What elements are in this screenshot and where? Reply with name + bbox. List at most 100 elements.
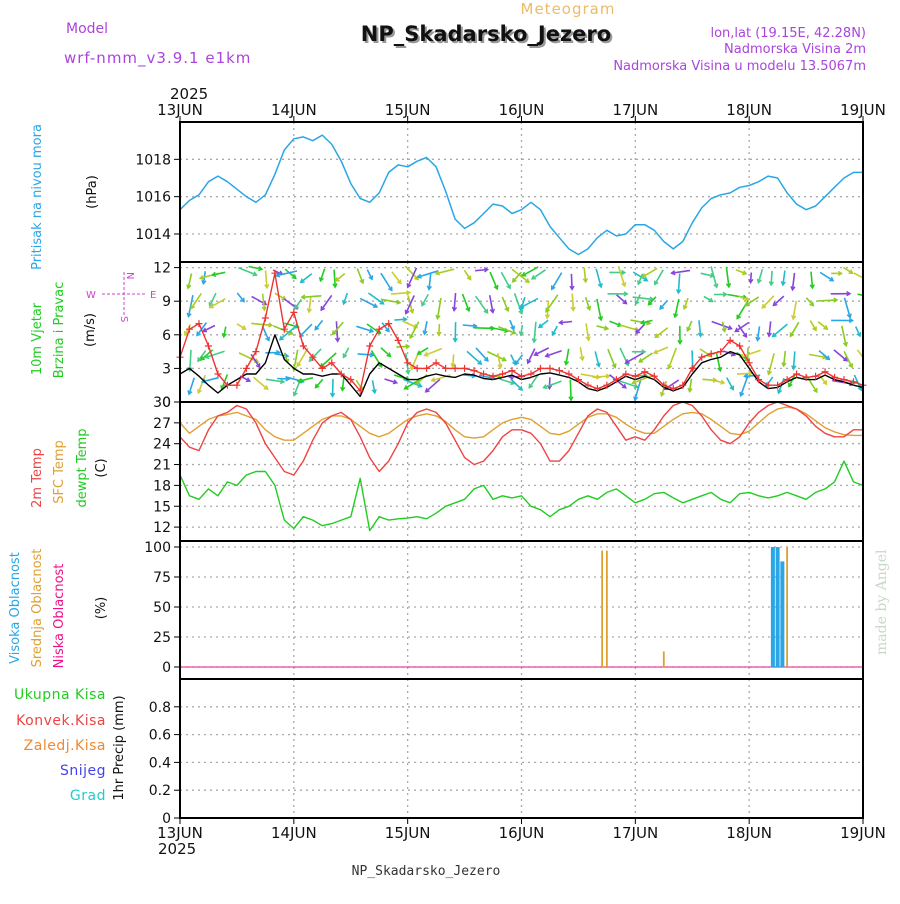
y-tick-label: 27	[153, 416, 171, 432]
wind-vector	[336, 321, 337, 341]
wind-vector	[712, 322, 732, 329]
x-date-label-top: 16JUN	[499, 101, 545, 119]
y-tick-label: 100	[144, 540, 171, 556]
wind-gust-point	[594, 385, 601, 392]
wind-vector	[608, 349, 615, 367]
cloud-unit-label: (%)	[94, 597, 109, 620]
wind-vector	[544, 381, 562, 388]
x-date-label-bottom: 15JUN	[385, 824, 431, 842]
wind-vector	[190, 350, 191, 371]
wind-vector	[857, 350, 866, 362]
precip-ylabel: 1hr Precip (mm)	[112, 695, 127, 800]
temp-unit-label: (C)	[94, 458, 109, 477]
wind-vector	[238, 268, 256, 275]
y-tick-label: 0.6	[149, 728, 171, 744]
y-tick-label: 50	[153, 600, 171, 616]
x-date-label-bottom: 14JUN	[271, 824, 317, 842]
wind-vector	[571, 274, 572, 290]
wind-vector	[175, 352, 178, 368]
precip-legend-item: Ukupna Kisa	[14, 687, 106, 703]
wind-gust-point	[509, 367, 516, 374]
cloud-high-bar	[771, 547, 775, 667]
y-tick-label: 6	[162, 328, 171, 344]
cloud-high-ylabel: Visoka Oblacnost	[8, 552, 23, 664]
wind-vector	[463, 294, 470, 311]
wind-vector	[300, 324, 312, 336]
pressure-panel-frame	[180, 122, 863, 262]
wind-vector	[741, 376, 748, 396]
wind-gust-point	[243, 365, 250, 372]
wind-gust-point	[784, 376, 791, 383]
y-tick-label: 21	[153, 458, 171, 474]
station-title: NP_Skadarsko_Jezero	[361, 22, 611, 46]
cloud-high-bar	[780, 561, 784, 667]
credit-text: made by Angel	[874, 549, 890, 655]
wind-gust-point	[575, 376, 582, 383]
wind-vector	[297, 348, 308, 366]
wind-gust-point	[404, 359, 411, 366]
y-tick-label: 3	[162, 361, 171, 377]
wind-gust-point	[442, 365, 449, 372]
y-tick-label: 1018	[135, 152, 171, 168]
x-date-label-top: 18JUN	[726, 101, 772, 119]
wind-vector	[572, 294, 573, 311]
wind-gust-point	[385, 320, 392, 327]
precip-panel-frame	[180, 679, 863, 818]
labels-layer: 1014101610180369121215182124273002550751…	[8, 101, 886, 842]
wind-vector	[410, 322, 419, 338]
wind-vector	[535, 348, 549, 355]
y-tick-label: 12	[153, 520, 171, 536]
pressure-ylabel: Pritisak na nivou mora	[30, 124, 45, 270]
wind-vector	[791, 322, 799, 336]
wind-vector-head	[866, 278, 870, 282]
y-tick-label: 75	[153, 570, 171, 586]
footer-station: NP_Skadarsko_Jezero	[352, 864, 501, 879]
wind-vector	[334, 270, 335, 287]
x-date-label-top: 15JUN	[385, 101, 431, 119]
wind-vector-head	[157, 375, 161, 379]
wind-vector	[619, 266, 625, 286]
wind-vector	[669, 348, 677, 369]
wind-gust-point	[414, 365, 421, 372]
wind-vector	[570, 380, 571, 401]
y-tick-label: 24	[153, 437, 171, 453]
x-date-label-bottom: 18JUN	[726, 824, 772, 842]
pressure-unit-label: (hPa)	[85, 175, 100, 209]
wind-unit-label: (m/s)	[83, 313, 98, 347]
y-tick-label: 30	[153, 395, 171, 411]
wind-gust-point	[546, 365, 553, 372]
wind-vector	[273, 326, 292, 334]
x-date-label-bottom: 17JUN	[612, 824, 658, 842]
wind-vector	[817, 300, 837, 301]
wind-vector	[425, 349, 442, 356]
wind-gust-point	[641, 368, 648, 375]
wind-vector	[552, 273, 562, 290]
wind-gust-point	[423, 365, 430, 372]
wind-vector	[280, 326, 297, 340]
wind-vector	[381, 273, 392, 290]
precip-legend-item: Konvek.Kisa	[16, 713, 106, 729]
chart-subtitle: Meteogram	[521, 0, 616, 18]
model-name: wrf-nmm_v3.9.1 e1km	[64, 49, 251, 68]
wind-gust-point	[233, 382, 240, 389]
year-bottom: 2025	[158, 840, 196, 858]
wind-vector	[487, 352, 505, 361]
y-tick-label: 1014	[135, 227, 171, 243]
y-tick-label: 0.8	[149, 700, 171, 716]
dewpt-ylabel: dewpt Temp	[75, 428, 90, 507]
y-tick-label: 9	[162, 294, 171, 310]
y-tick-label: 1016	[135, 190, 171, 206]
wind-vector	[476, 348, 488, 361]
wind-vector	[762, 296, 774, 308]
wind-gust-point	[262, 315, 269, 322]
wind-gust-point	[195, 320, 202, 327]
wind-vector	[528, 349, 535, 364]
wind-vector	[655, 328, 668, 338]
wind-vector	[301, 274, 312, 283]
y-tick-label: 0.4	[149, 755, 171, 771]
wind-vector	[522, 267, 538, 276]
x-date-label-top: 19JUN	[840, 101, 886, 119]
wind-gust-point	[395, 337, 402, 344]
wind-gust-point	[556, 367, 563, 374]
